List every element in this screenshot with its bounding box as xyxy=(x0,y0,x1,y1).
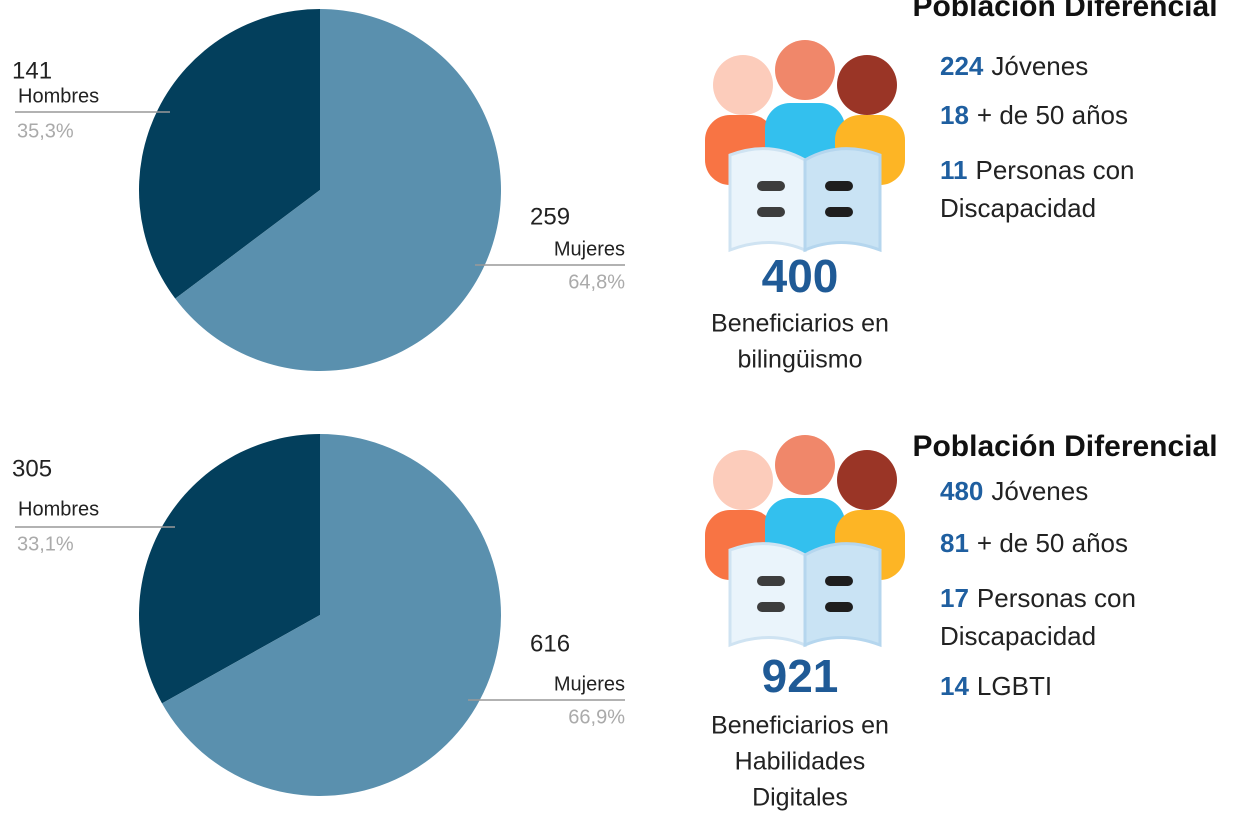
stat: 14 LGBTI xyxy=(940,671,1052,701)
slice-percent: 66,9% xyxy=(568,706,625,728)
total-number: 400 xyxy=(762,250,839,302)
panel-title: Población Diferencial xyxy=(912,0,1217,23)
stat-value: 17 xyxy=(940,583,969,613)
stat: 17 Personas con xyxy=(940,583,1136,613)
stat-value: 11 xyxy=(940,155,968,185)
stat-label: Personas con xyxy=(976,155,1135,185)
stat-value: 224 xyxy=(940,51,984,81)
total-caption: Habilidades xyxy=(735,748,866,776)
stat-value: 81 xyxy=(940,528,969,558)
stat-label: + de 50 años xyxy=(977,100,1128,130)
total-caption: bilingüismo xyxy=(737,346,862,374)
slice-value: 616 xyxy=(530,630,570,657)
stat-value: 14 xyxy=(940,671,969,701)
stat-value: 480 xyxy=(940,476,983,506)
slice-percent: 35,3% xyxy=(17,120,74,142)
slice-name: Mujeres xyxy=(554,238,625,260)
slice-name: Hombres xyxy=(18,498,99,520)
pie-slice xyxy=(162,434,501,797)
total-caption: Beneficiarios en xyxy=(711,310,889,338)
stat: 18 + de 50 años xyxy=(940,100,1128,130)
stat-label: Discapacidad xyxy=(940,621,1096,651)
slice-value: 141 xyxy=(12,57,52,84)
total-caption: Digitales xyxy=(752,784,848,812)
stat: 11 Personas con xyxy=(940,155,1134,185)
people-icon xyxy=(703,38,907,252)
stat-label: Personas con xyxy=(977,583,1136,613)
slice-value: 259 xyxy=(530,203,570,230)
people-icon xyxy=(703,433,907,647)
stat-label: Jóvenes xyxy=(991,51,1088,81)
pie-slice xyxy=(139,9,320,299)
pie-slice xyxy=(175,9,501,371)
stat-label: Jóvenes xyxy=(991,476,1088,506)
stat: 224 Jóvenes xyxy=(940,51,1088,81)
slice-value: 305 xyxy=(12,455,52,482)
panel-title: Población Diferencial xyxy=(912,430,1217,463)
total-caption: Beneficiarios en xyxy=(711,712,889,740)
stat: 81 + de 50 años xyxy=(940,528,1128,558)
stat-label: LGBTI xyxy=(977,671,1052,701)
stat-label: Discapacidad xyxy=(940,193,1096,223)
slice-percent: 64,8% xyxy=(568,271,625,293)
slice-name: Mujeres xyxy=(554,673,625,695)
slice-name: Hombres xyxy=(18,85,99,107)
stat: 480 Jóvenes xyxy=(940,476,1088,506)
stat-value: 18 xyxy=(940,100,969,130)
stat-label: + de 50 años xyxy=(977,528,1128,558)
pie-slice xyxy=(138,434,320,704)
slice-percent: 33,1% xyxy=(17,533,74,555)
total-number: 921 xyxy=(762,650,839,702)
